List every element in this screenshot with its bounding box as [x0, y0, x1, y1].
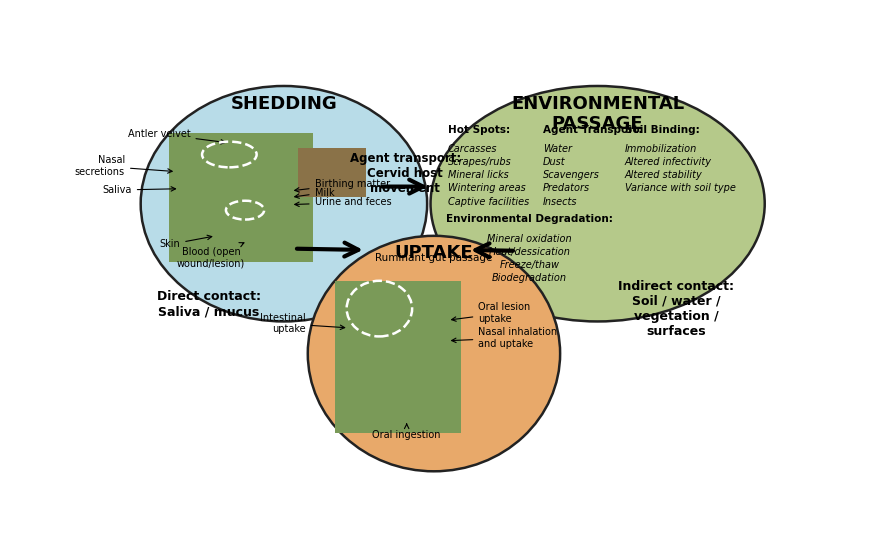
Text: Agent Transport:: Agent Transport:: [543, 125, 642, 135]
Ellipse shape: [430, 86, 765, 321]
Ellipse shape: [308, 236, 561, 471]
Text: Milk: Milk: [295, 187, 334, 198]
Text: Carcasses
Scrapes/rubs
Mineral licks
Wintering areas
Captive facilities: Carcasses Scrapes/rubs Mineral licks Win…: [448, 144, 529, 207]
Text: Intestinal
uptake: Intestinal uptake: [260, 313, 345, 334]
Text: SHEDDING: SHEDDING: [231, 95, 337, 112]
Text: Environmental Degradation:: Environmental Degradation:: [446, 215, 612, 225]
Text: Urine and feces: Urine and feces: [295, 197, 392, 207]
Text: Hot Spots:: Hot Spots:: [448, 125, 510, 135]
Bar: [297, 148, 366, 197]
Text: Nasal
secretions: Nasal secretions: [75, 155, 172, 177]
Text: Birthing matter: Birthing matter: [295, 178, 390, 192]
Text: Direct contact:
Saliva / mucus: Direct contact: Saliva / mucus: [157, 290, 260, 319]
Text: Agent transport:
Cervid host
movement: Agent transport: Cervid host movement: [349, 152, 461, 195]
Bar: [335, 281, 461, 433]
Text: Oral ingestion: Oral ingestion: [372, 424, 441, 440]
Text: Antler velvet: Antler velvet: [128, 129, 225, 144]
Text: Soil Binding:: Soil Binding:: [625, 125, 700, 135]
Text: Immobilization
Altered infectivity
Altered stability
Variance with soil type: Immobilization Altered infectivity Alter…: [625, 144, 736, 193]
Text: Skin: Skin: [159, 235, 212, 250]
Text: Oral lesion
uptake: Oral lesion uptake: [451, 302, 531, 324]
Text: Water
Dust
Scavengers
Predators
Insects: Water Dust Scavengers Predators Insects: [543, 144, 600, 207]
Bar: [169, 133, 312, 261]
Text: Mineral oxidation
Heat/dessication
Freeze/thaw
Biodegradation: Mineral oxidation Heat/dessication Freez…: [488, 234, 572, 284]
Text: Indirect contact:
Soil / water /
vegetation /
surfaces: Indirect contact: Soil / water / vegetat…: [618, 280, 734, 337]
Text: Saliva: Saliva: [102, 185, 175, 195]
Text: Nasal inhalation
and uptake: Nasal inhalation and uptake: [451, 327, 557, 349]
Ellipse shape: [141, 86, 427, 321]
Text: Ruminant gut passage: Ruminant gut passage: [375, 253, 493, 263]
Text: UPTAKE: UPTAKE: [394, 245, 473, 262]
Text: ENVIRONMENTAL
PASSAGE: ENVIRONMENTAL PASSAGE: [511, 95, 684, 133]
Text: Blood (open
wound/lesion): Blood (open wound/lesion): [177, 242, 245, 269]
